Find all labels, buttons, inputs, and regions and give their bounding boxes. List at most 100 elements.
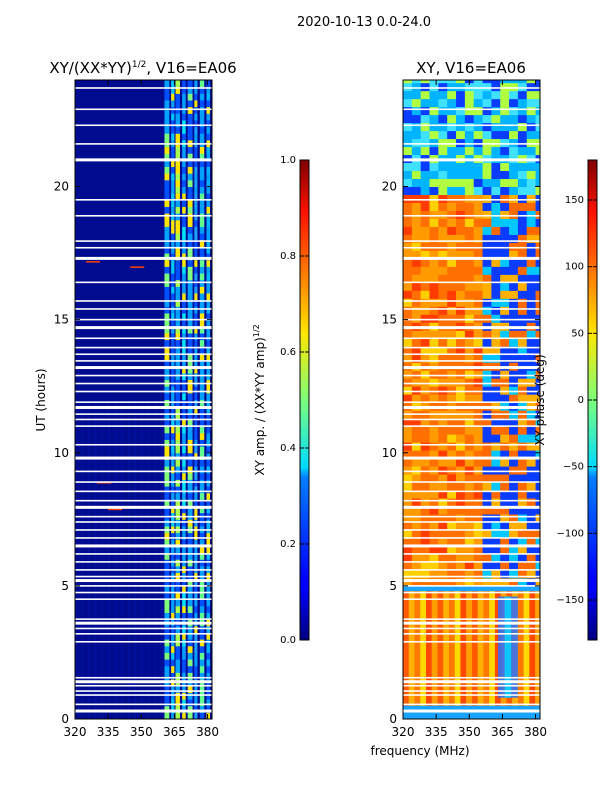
left-heatmap-cell xyxy=(175,159,180,168)
left-heatmap-cell xyxy=(171,652,175,660)
right-heatmap-cell xyxy=(517,482,528,491)
right-heatmap-cell xyxy=(403,186,413,195)
right-heatmap-cell xyxy=(411,290,422,299)
left-faint-column xyxy=(108,399,110,719)
right-heatmap-cell xyxy=(482,513,492,523)
right-heatmap-cell xyxy=(482,498,492,507)
right-heatmap-cell xyxy=(509,338,519,347)
right-flag-gap xyxy=(403,680,540,684)
right-heatmap-cell xyxy=(500,266,510,275)
left-heatmap-cell xyxy=(171,293,175,301)
right-flag-gap xyxy=(403,690,540,692)
right-heatmap-cell xyxy=(438,80,448,84)
left-heatmap-cell xyxy=(164,479,170,487)
left-heatmap-cell xyxy=(199,432,205,440)
left-heatmap-cell xyxy=(164,199,170,207)
left-heatmap-cell xyxy=(171,466,175,474)
right-heatmap-cell xyxy=(482,482,492,491)
left-xtick-label: 365 xyxy=(163,725,186,739)
right-heatmap-cell xyxy=(464,234,475,243)
right-heatmap-cell xyxy=(509,98,519,108)
right-heatmap-cell xyxy=(526,130,537,140)
right-heatmap-cell xyxy=(491,418,501,427)
left-panel: XY/(XX*YY)1/2, V16=EA06 320 335 350 365 3800… xyxy=(34,59,237,739)
right-plot-frame xyxy=(402,79,541,720)
right-heatmap-cell xyxy=(535,202,540,211)
right-heatmap-cell xyxy=(420,298,431,307)
right-heatmap-cell xyxy=(526,569,537,579)
right-heatmap-cell xyxy=(535,114,540,124)
right-heatmap-cell xyxy=(420,130,431,140)
right-heatmap-cell xyxy=(403,577,413,587)
right-heatmap-cell xyxy=(509,394,519,403)
left-heatmap-cell xyxy=(175,219,180,227)
left-heatmap-cell xyxy=(175,326,180,334)
right-heatmap-cell xyxy=(464,561,475,571)
right-band-column xyxy=(466,591,473,706)
right-heatmap-cell xyxy=(456,258,466,267)
right-heatmap-cell xyxy=(473,482,484,491)
left-flag-gap xyxy=(75,256,212,260)
right-heatmap-cell xyxy=(482,290,492,299)
right-heatmap-cell xyxy=(473,122,484,132)
left-heatmap-cell xyxy=(199,346,205,354)
right-heatmap-cell xyxy=(438,186,448,195)
right-heatmap-cell xyxy=(491,226,501,235)
right-heatmap-cell xyxy=(517,90,528,100)
left-heatmap-cell xyxy=(182,266,186,274)
right-heatmap-cell xyxy=(464,521,475,531)
right-heatmap-cell xyxy=(429,474,439,483)
left-heatmap-cell xyxy=(164,685,170,693)
right-heatmap-cell xyxy=(491,506,501,515)
right-heatmap-cell xyxy=(526,194,537,203)
right-heatmap-cell xyxy=(482,98,492,108)
right-band-column xyxy=(494,591,501,706)
right-heatmap-cell xyxy=(438,282,448,291)
left-heatmap-cell xyxy=(206,179,211,187)
right-heatmap-cell xyxy=(420,370,431,379)
right-heatmap-cell xyxy=(535,218,540,227)
left-heatmap-cell xyxy=(164,133,170,141)
left-heatmap-cell xyxy=(187,199,193,207)
right-heatmap-cell xyxy=(447,194,457,203)
left-heatmap-cell xyxy=(206,639,211,647)
right-heatmap-cell xyxy=(411,314,422,323)
left-heatmap-cell xyxy=(187,86,193,94)
left-flag-gap xyxy=(75,490,212,493)
right-heatmap-cell xyxy=(447,545,457,555)
right-heatmap-cell xyxy=(429,346,439,355)
right-heatmap-cell xyxy=(482,106,492,116)
right-flag-gap xyxy=(403,505,540,509)
right-heatmap-cell xyxy=(473,330,484,339)
right-heatmap-cell xyxy=(403,242,413,251)
right-heatmap-cell xyxy=(491,130,501,140)
right-band-column xyxy=(489,591,496,706)
right-heatmap-cell xyxy=(482,521,492,531)
right-heatmap-cell xyxy=(403,545,413,555)
right-heatmap-cell xyxy=(535,434,540,443)
right-heatmap-cell xyxy=(500,186,510,195)
right-heatmap-cell xyxy=(438,498,448,507)
left-heatmap-cell xyxy=(171,599,175,607)
left-heatmap-cell xyxy=(182,545,186,554)
right-heatmap-cell xyxy=(509,418,519,427)
right-heatmap-cell xyxy=(473,186,484,195)
left-heatmap-cell xyxy=(206,199,211,207)
left-heatmap-cell xyxy=(199,113,205,121)
left-heatmap-cell xyxy=(175,392,180,400)
left-heatmap-cell xyxy=(187,366,193,374)
right-band-column xyxy=(477,591,484,706)
left-heatmap-cell xyxy=(194,372,198,381)
right-heatmap-cell xyxy=(526,210,537,219)
right-heatmap-cell xyxy=(438,426,448,435)
right-flag-gap xyxy=(403,598,540,600)
left-heatmap-cell xyxy=(206,432,211,440)
left-heatmap-cell xyxy=(187,106,193,114)
right-heatmap-cell xyxy=(438,306,448,315)
right-heatmap-cell xyxy=(517,186,528,195)
right-band-column xyxy=(408,591,415,706)
right-heatmap-cell xyxy=(438,394,448,403)
left-heatmap-speck xyxy=(86,261,101,263)
right-heatmap-cell xyxy=(526,314,537,323)
left-heatmap-cell xyxy=(206,293,211,301)
